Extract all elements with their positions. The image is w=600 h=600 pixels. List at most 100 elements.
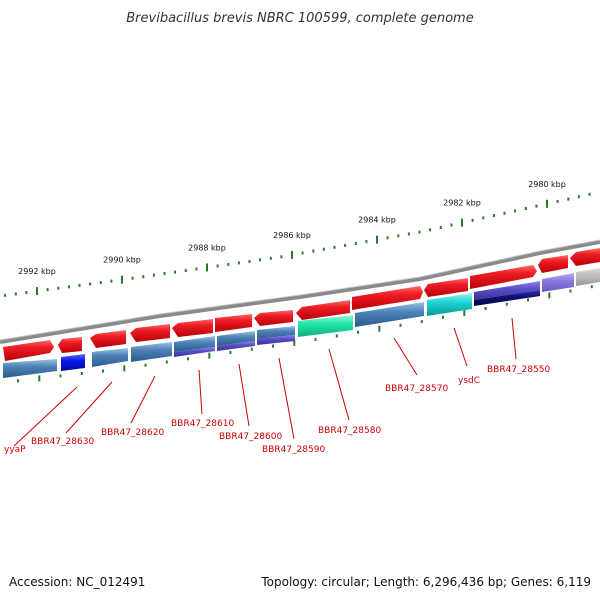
ruler-minor-dot xyxy=(14,292,17,296)
inner-ruler-tick xyxy=(463,309,466,316)
ruler-ticks: 2992 kbp 2990 kbp 2988 kbp 2986 kbp 2984 kbp… xyxy=(18,180,566,296)
genome-summary-text: Topology: circular; Length: 6,296,436 bp… xyxy=(260,575,591,589)
gene-label: BBR47_28620 xyxy=(101,428,164,438)
cds-forward xyxy=(130,324,170,342)
ruler-minor-dot xyxy=(535,204,538,208)
ruler-minor-dot xyxy=(556,199,559,203)
cds-steelblue xyxy=(257,326,295,339)
cds-forward xyxy=(352,286,423,310)
inner-ruler-tick xyxy=(123,365,126,372)
position-ruler: 2992 kbp 2990 kbp 2988 kbp 2986 kbp 2984 kbp… xyxy=(4,180,591,297)
cds-steelblue xyxy=(3,359,57,378)
cds-forward xyxy=(296,300,350,320)
cds-forward xyxy=(3,340,54,361)
ruler-minor-dot xyxy=(333,245,336,249)
ruler-minor-dot xyxy=(216,264,219,268)
inner-ruler-tick xyxy=(548,292,551,299)
ruler-minor-dot xyxy=(577,195,580,199)
ruler-minor-dot xyxy=(67,285,70,289)
ruler-minor-dot xyxy=(142,275,145,279)
cds-forward xyxy=(254,310,293,326)
cds-steelblue xyxy=(355,302,424,327)
ruler-minor-dot xyxy=(492,214,495,218)
ruler-minor-dot xyxy=(195,267,198,271)
ruler-minor-dot xyxy=(46,288,49,292)
inner-ruler-dot xyxy=(399,323,402,327)
cds-forward xyxy=(172,319,213,337)
cds-steelblue xyxy=(174,336,215,352)
ruler-minor-dot xyxy=(450,223,453,227)
cds-forward xyxy=(58,337,82,353)
gene-label: BBR47_28590 xyxy=(262,445,325,455)
inner-ruler-dot xyxy=(80,372,83,375)
ruler-minor-dot xyxy=(524,207,527,210)
ruler-minor-dot xyxy=(237,261,240,265)
inner-ruler-dot xyxy=(314,337,317,341)
gene-label: BBR47_28570 xyxy=(385,384,448,394)
inner-ruler-dot xyxy=(484,307,487,310)
gene-label: ysdC xyxy=(458,376,480,386)
cds-steelblue xyxy=(131,342,172,362)
cds-purple xyxy=(174,347,215,357)
leader-line xyxy=(13,386,78,447)
inner-ruler-tick xyxy=(378,325,381,332)
cds-cyan xyxy=(427,293,472,316)
ruler-tick-label: 2980 kbp xyxy=(528,180,566,189)
ruler-minor-dot xyxy=(407,232,410,236)
map-title: Brevibacillus brevis NBRC 100599, comple… xyxy=(126,11,473,26)
leader-line xyxy=(238,363,250,427)
ruler-minor-dot xyxy=(248,259,251,263)
ruler-minor-dot xyxy=(418,230,421,234)
ruler-minor-dot xyxy=(227,262,230,266)
cds-feature-track xyxy=(3,268,600,378)
inner-ruler-dot xyxy=(505,302,508,306)
ruler-minor-dot xyxy=(174,270,177,274)
gene-label: BBR47_28600 xyxy=(219,432,282,442)
inner-ruler-dot xyxy=(144,363,147,367)
ruler-minor-dot xyxy=(471,218,474,222)
ruler-minor-dot xyxy=(354,242,357,245)
cds-forward xyxy=(538,255,568,273)
ruler-minor-dot xyxy=(567,197,570,201)
cds-blue xyxy=(61,354,85,371)
ruler-minor-dot xyxy=(163,272,166,276)
ruler-minor-dot xyxy=(588,192,591,196)
gene-label: BBR47_28580 xyxy=(318,426,381,436)
ruler-minor-dot xyxy=(344,243,347,247)
cds-grey xyxy=(576,268,600,286)
ruler-minor-dot xyxy=(439,225,442,229)
inner-ruler-tick xyxy=(293,339,296,346)
ruler-major-tick xyxy=(461,218,463,227)
ruler-major-tick xyxy=(206,263,208,272)
ruler-minor-dot xyxy=(184,269,187,272)
ruler-minor-dot xyxy=(57,286,60,290)
ruler-minor-dot xyxy=(397,234,400,238)
ruler-minor-dot xyxy=(259,258,262,262)
ruler-tick-label: 2992 kbp xyxy=(18,267,56,276)
ruler-dots xyxy=(4,192,591,297)
ruler-minor-dot xyxy=(482,216,485,220)
ruler-minor-dot xyxy=(280,255,283,259)
ruler-major-tick xyxy=(546,199,548,208)
inner-ruler-dot xyxy=(102,369,104,373)
inner-ruler xyxy=(17,285,593,383)
ruler-minor-dot xyxy=(429,228,432,232)
inner-ruler-dot xyxy=(187,357,189,361)
leader-line xyxy=(278,357,295,440)
leader-line xyxy=(393,337,418,376)
ruler-tick-label: 2990 kbp xyxy=(103,256,141,265)
cds-purple xyxy=(257,335,295,345)
inner-ruler-dot xyxy=(165,360,168,364)
cds-forward xyxy=(215,314,252,332)
ruler-minor-dot xyxy=(365,240,368,244)
inner-ruler-dot xyxy=(272,344,274,348)
ruler-minor-dot xyxy=(301,251,304,255)
ruler-major-tick xyxy=(121,275,123,284)
ruler-minor-dot xyxy=(514,209,517,213)
cds-lavender xyxy=(542,273,574,292)
ruler-minor-dot xyxy=(269,256,272,260)
ruler-minor-dot xyxy=(322,247,325,251)
ruler-minor-dot xyxy=(89,282,92,286)
inner-ruler-tick xyxy=(38,375,41,382)
